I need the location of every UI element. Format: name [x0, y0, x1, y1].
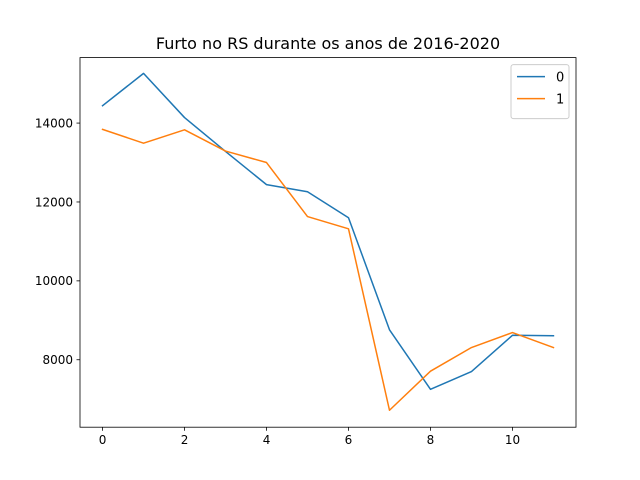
legend-label-1: 1: [556, 93, 564, 108]
x-axis: 0 2 4 6 8 10: [99, 427, 520, 447]
plot-lines: [101, 72, 555, 411]
y-tick-label: 12000: [35, 195, 73, 209]
x-tick-label: 0: [99, 433, 107, 447]
series-line-1: [101, 128, 555, 411]
plot-frame: [79, 57, 577, 428]
legend-box: [510, 64, 570, 120]
x-tick-label: 2: [181, 433, 189, 447]
y-tick-label: 8000: [42, 353, 73, 367]
legend: 01: [510, 64, 570, 120]
chart-title: Furto no RS durante os anos de 2016-2020: [156, 34, 500, 53]
x-tick-label: 8: [427, 433, 435, 447]
series-line-0: [101, 72, 555, 391]
x-tick-label: 10: [505, 433, 520, 447]
y-tick-label: 10000: [35, 274, 73, 288]
legend-label-0: 0: [556, 71, 564, 86]
x-tick-label: 6: [345, 433, 353, 447]
x-tick-label: 4: [263, 433, 271, 447]
y-tick-label: 14000: [35, 116, 73, 130]
y-axis: 8000 10000 12000 14000: [35, 116, 80, 367]
